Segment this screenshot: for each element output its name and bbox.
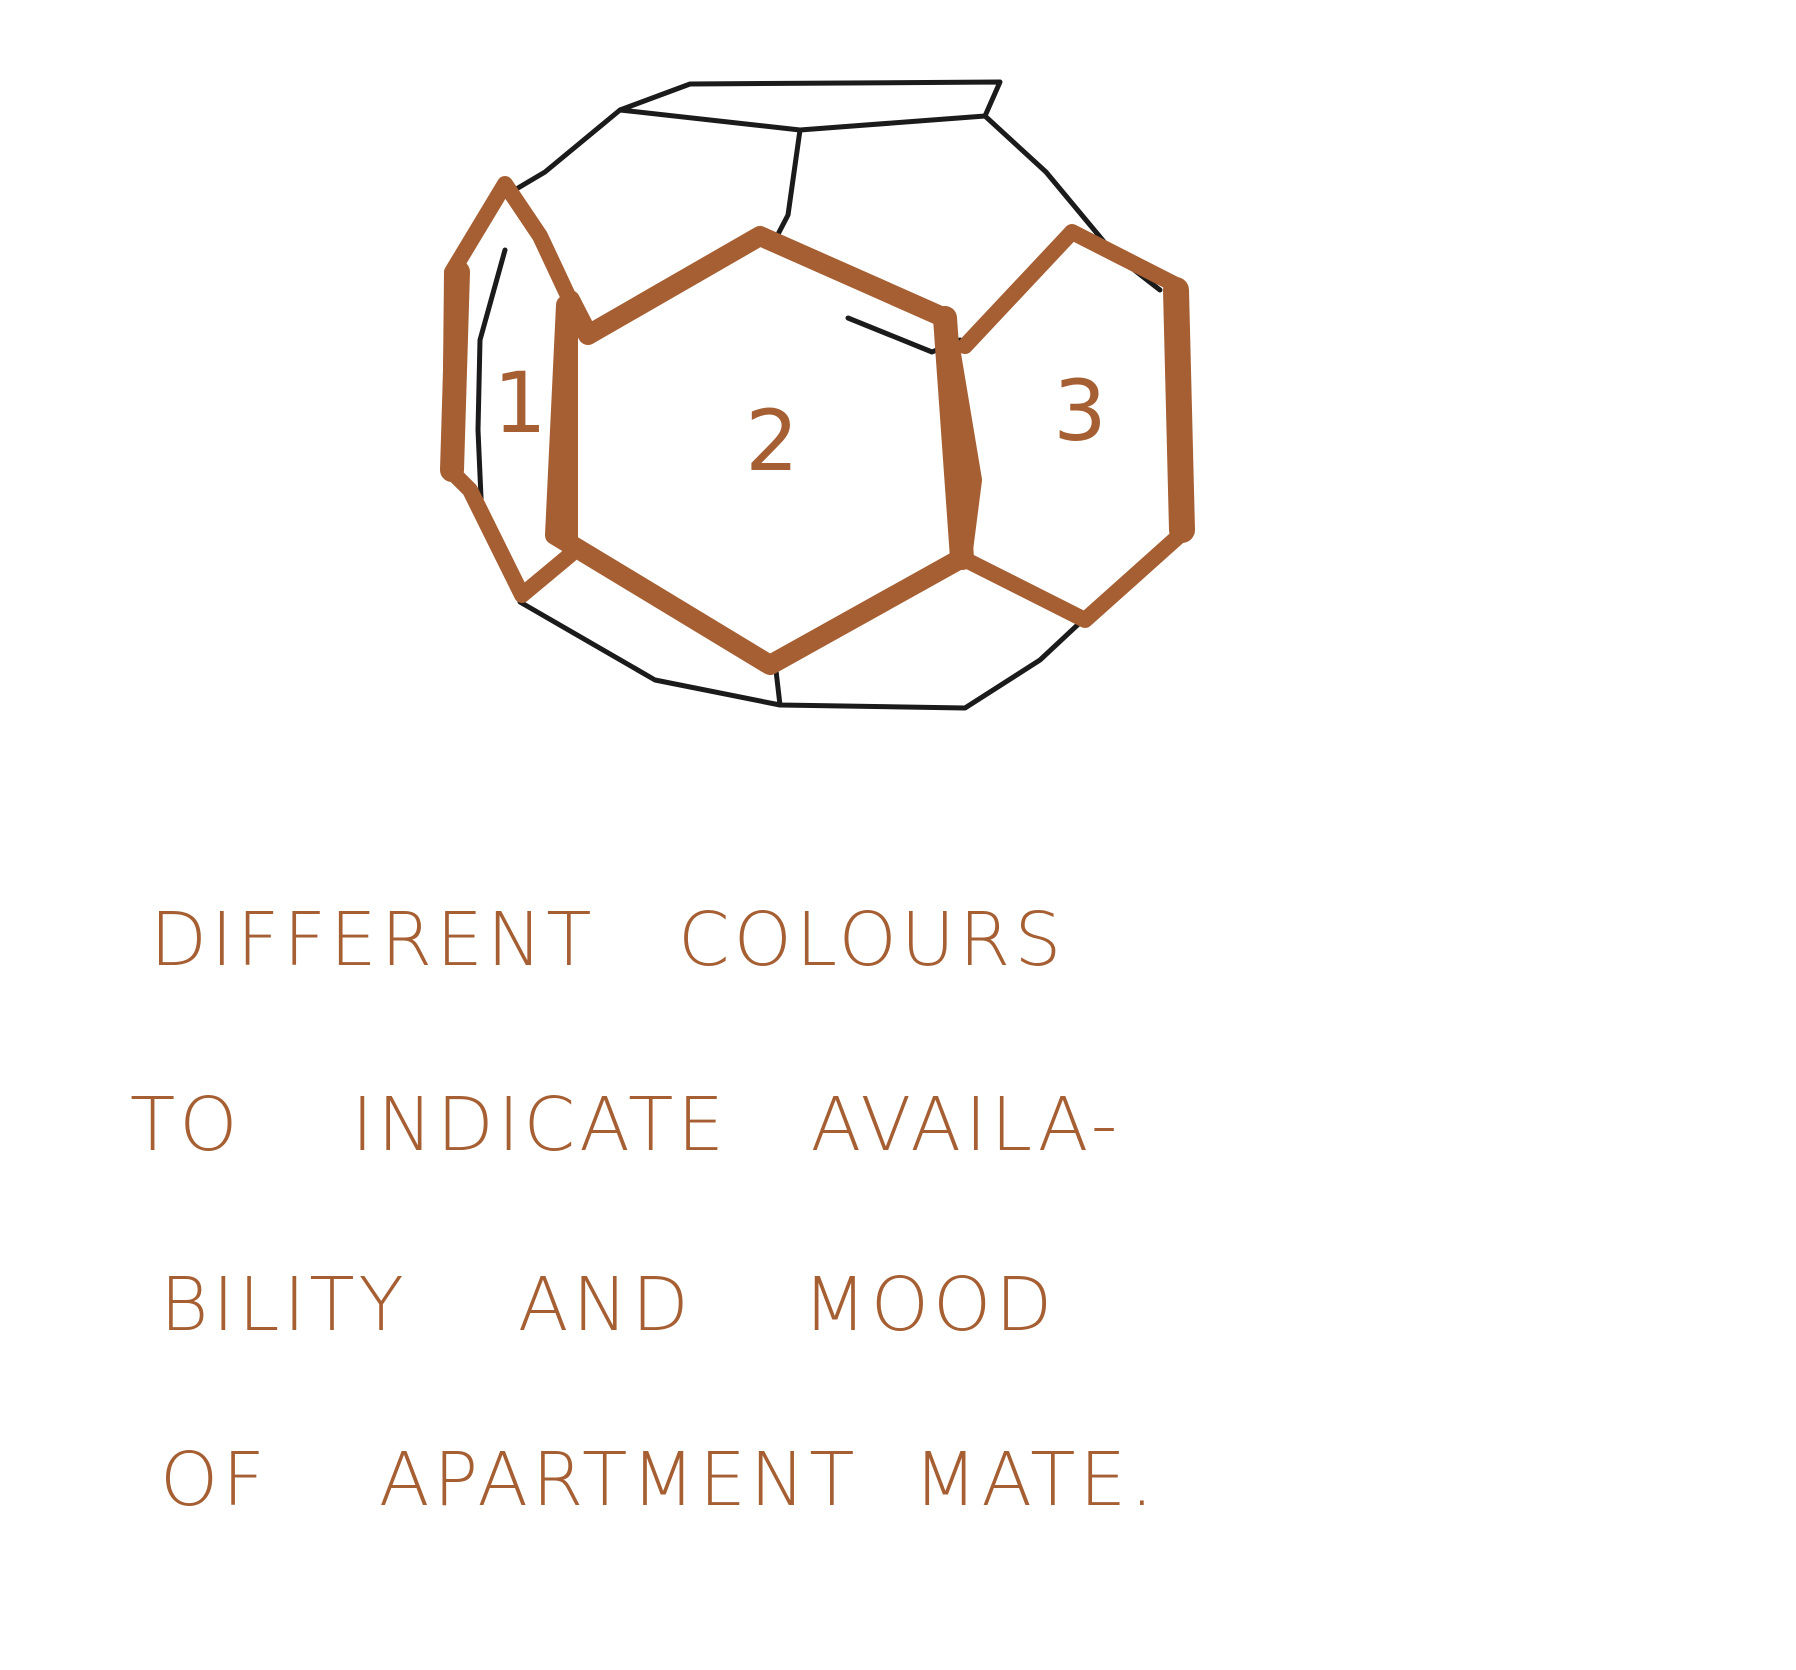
- upper-left-edge: [515, 107, 623, 191]
- face-1-left-thick-edge: [440, 260, 470, 482]
- face-2-number: 2: [745, 392, 798, 490]
- note-line-2: TO INDICATE AVAILA-: [130, 1082, 1121, 1168]
- highlighted-faces: [440, 176, 1195, 675]
- face-3-number: 3: [1053, 362, 1106, 460]
- note-line-1: DIFFERENT COLOURS: [150, 897, 1065, 983]
- left-rim-edge: [475, 247, 508, 523]
- handwritten-note: DIFFERENT COLOURS TO INDICATE AVAILA- BI…: [130, 897, 1158, 1523]
- face-2-right-thick-edge: [933, 306, 974, 570]
- note-line-4: OF APARTMENT MATE.: [160, 1437, 1158, 1523]
- top-face-edge: [617, 79, 1003, 133]
- face-1-number: 1: [493, 354, 546, 452]
- face-3-right-thick-edge: [1163, 277, 1195, 543]
- face-2-outline: [545, 226, 982, 675]
- top-divider-edge: [772, 127, 803, 243]
- note-line-3: BILITY AND MOOD: [160, 1262, 1056, 1348]
- bottom-rim-edge: [517, 599, 1088, 711]
